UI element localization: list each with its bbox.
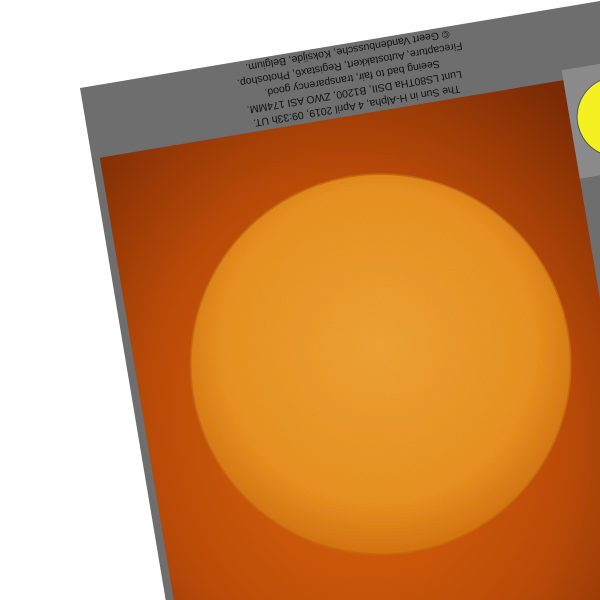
print-panel: The Sun in H-Alpha, 4 April 2019, 09:33h… [80, 0, 600, 600]
sun-disc [189, 173, 572, 555]
inset-globe [576, 76, 600, 158]
